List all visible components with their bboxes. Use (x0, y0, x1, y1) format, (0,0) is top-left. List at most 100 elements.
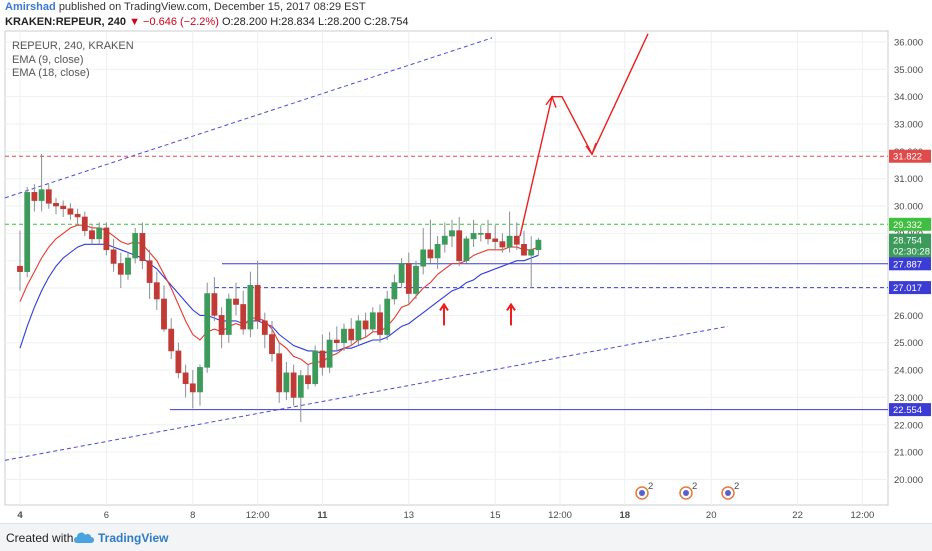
legend-ema9[interactable]: EMA (9, close) (12, 53, 84, 66)
candle (528, 236, 535, 289)
candle (319, 334, 326, 376)
price-tick-label: 22.000 (894, 420, 923, 431)
candle-body (283, 372, 290, 393)
candle-body (125, 257, 131, 275)
candle-body (240, 304, 247, 330)
candle-body (146, 260, 153, 283)
candle-body (81, 216, 88, 231)
price-tick-label: 35.000 (894, 65, 923, 76)
candle-body (182, 372, 189, 385)
price-change: ▼ −0.646 (−2.2%) (129, 16, 219, 28)
price-tick-label: 34.000 (894, 92, 923, 103)
candle-body (413, 265, 419, 294)
candle (441, 222, 448, 253)
time-tick-label: 12:00 (851, 510, 875, 521)
price-badge: 28.754 (889, 233, 931, 247)
created-with-label: Created with (6, 531, 74, 545)
projection-arrows (439, 33, 649, 326)
candle (513, 222, 520, 250)
candle-body (492, 238, 499, 242)
candle-body (521, 244, 527, 256)
price-chart[interactable]: 222 36.00035.00034.00033.00032.00031.000… (0, 0, 932, 523)
price-badge: 02:30:28 (889, 244, 931, 258)
candle-body (326, 339, 333, 368)
arrowhead-down (585, 142, 597, 156)
chart-legend: REPEUR, 240, KRAKEN EMA (9, close) EMA (… (12, 40, 134, 81)
quote-bar: KRAKEN:REPEUR, 240 ▼ −0.646 (−2.2%) O:28… (0, 15, 932, 29)
legend-symbol[interactable]: REPEUR, 240, KRAKEN (12, 40, 134, 52)
price-badge-bg (889, 233, 931, 247)
candle-body (218, 315, 225, 335)
candle-body (449, 230, 455, 237)
candle-body (168, 328, 175, 352)
candle-body (434, 244, 441, 259)
candle-body (477, 233, 484, 235)
candle (261, 312, 268, 349)
candle-body (74, 213, 81, 218)
candle (506, 211, 513, 253)
candle (168, 318, 175, 360)
price-badge-text: 31.822 (893, 152, 922, 163)
price-badge-text: 22.554 (893, 405, 922, 416)
candle-body (456, 230, 463, 262)
candle (384, 290, 391, 341)
event-marker-icon: 2 (679, 481, 697, 500)
candle (240, 290, 247, 335)
tradingview-cloud-icon[interactable] (72, 529, 96, 545)
candle (341, 323, 347, 351)
event-dot (725, 490, 731, 496)
upper-channel-line (4, 37, 493, 199)
candle-body (535, 239, 542, 251)
candle-body (513, 235, 520, 245)
candle-body (528, 249, 535, 256)
candle-body (189, 383, 196, 393)
price-axis: 36.00035.00034.00033.00032.00031.00030.0… (889, 38, 931, 486)
candle-body (175, 350, 182, 374)
candle-body (297, 375, 304, 398)
event-marker-icon: 2 (721, 481, 739, 500)
candle-body (45, 189, 52, 204)
price-tick-label: 36.000 (894, 38, 923, 49)
candle (247, 271, 254, 338)
candle-body (53, 203, 59, 207)
tradingview-brand[interactable]: TradingView (98, 531, 169, 545)
candle (89, 225, 95, 245)
arrowhead-up (545, 95, 557, 108)
legend-ema18[interactable]: EMA (18, close) (12, 67, 90, 79)
event-count: 2 (648, 481, 653, 492)
plot-frame (4, 30, 889, 506)
event-marker-icon: 2 (635, 481, 653, 500)
candle (161, 285, 167, 332)
candle-body (161, 298, 167, 330)
price-badge: 22.554 (889, 403, 931, 417)
candle-body (31, 192, 38, 201)
candle (110, 238, 117, 272)
candle (305, 364, 311, 390)
candle (225, 293, 232, 343)
time-tick-label: 8 (190, 510, 195, 521)
candle (254, 260, 261, 330)
candle (146, 249, 153, 299)
author-name[interactable]: Amirshad (5, 1, 56, 13)
candle-body (204, 293, 211, 368)
candle (499, 233, 506, 253)
candle (485, 219, 491, 245)
candle-body (110, 249, 117, 264)
candle (449, 219, 455, 248)
candle-body (369, 312, 376, 330)
event-dot (639, 490, 645, 496)
candle (60, 200, 67, 217)
candle (369, 307, 376, 332)
price-badge: 29.332 (889, 217, 931, 231)
candle (218, 307, 225, 349)
candle (67, 203, 74, 220)
candle-body (254, 285, 261, 322)
symbol-line: KRAKEN:REPEUR, 240 (5, 16, 127, 28)
candle (463, 236, 470, 264)
candle-body (362, 320, 369, 330)
candle (125, 252, 131, 280)
candle-body (211, 293, 218, 316)
price-tick-label: 33.000 (894, 120, 923, 131)
candle-body (499, 241, 506, 248)
candle (117, 252, 124, 289)
